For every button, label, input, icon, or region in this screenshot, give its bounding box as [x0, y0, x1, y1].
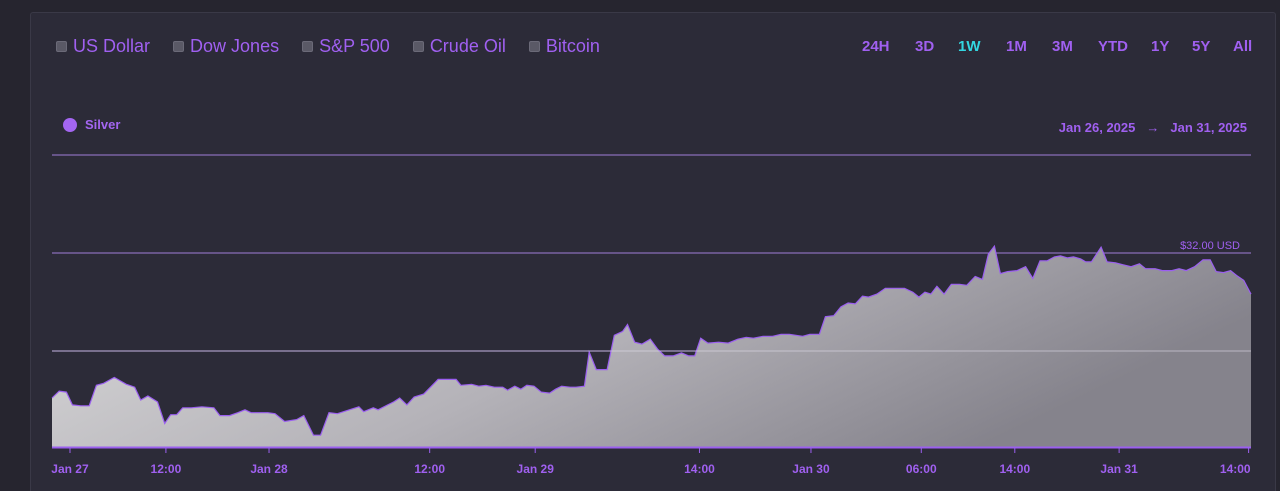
compare-label: US Dollar [73, 36, 151, 56]
checkbox-icon[interactable] [528, 40, 540, 52]
date-range-end: Jan 31, 2025 [1170, 120, 1247, 135]
silver-area [52, 246, 1251, 447]
legend-label-silver: Silver [85, 117, 121, 132]
legend-dot [63, 117, 77, 132]
silver-line [51, 244, 1252, 436]
compare-label: Crude Oil [429, 36, 506, 56]
compare-us-dollar[interactable]: US Dollar [56, 35, 150, 57]
compare-toggles: US Dollar Dow Jones S&P 500 Crude Oil Bitcoi… [56, 35, 600, 57]
date-range: Jan 26, 2025 → Jan 31, 2025 [1059, 120, 1247, 135]
compare-dow-jones[interactable]: Dow Jones [173, 35, 279, 57]
compare-crude-oil[interactable]: Crude Oil [412, 35, 506, 57]
x-tick-label: 14:00 [684, 462, 715, 476]
x-tick-label: 12:00 [414, 462, 445, 476]
range-5y[interactable]: 5Y [1192, 38, 1211, 55]
checkbox-icon[interactable] [56, 40, 67, 52]
checkbox-icon[interactable] [302, 40, 314, 52]
y-axis-label: $32.00 USD [1180, 240, 1240, 252]
date-range-start: Jan 26, 2025 [1058, 120, 1136, 135]
x-tick-label: Jan 30 [792, 462, 830, 476]
x-tick-label: 14:00 [1220, 462, 1251, 476]
arrow-right-icon: → [1146, 120, 1160, 135]
compare-bitcoin[interactable]: Bitcoin [528, 35, 600, 57]
range-1m[interactable]: 1M [1006, 38, 1027, 55]
checkbox-icon[interactable] [173, 40, 185, 52]
range-1y[interactable]: 1Y [1151, 38, 1170, 55]
compare-label: S&P 500 [319, 36, 390, 56]
x-tick-label: 06:00 [906, 462, 937, 476]
compare-s-p-500[interactable]: S&P 500 [302, 35, 390, 57]
range-1w[interactable]: 1W [958, 38, 981, 55]
range-ytd[interactable]: YTD [1098, 38, 1128, 55]
compare-label: Dow Jones [190, 36, 280, 56]
range-all[interactable]: All [1233, 38, 1253, 55]
x-tick-label: 14:00 [999, 462, 1030, 476]
checkbox-icon[interactable] [412, 40, 424, 52]
chart-legend: Silver [63, 117, 120, 132]
x-tick-label: Jan 28 [250, 462, 288, 476]
range-3d[interactable]: 3D [915, 38, 935, 55]
range-24h[interactable]: 24H [862, 38, 890, 55]
x-tick-label: Jan 31 [1100, 462, 1138, 476]
range-3m[interactable]: 3M [1052, 38, 1073, 55]
x-tick-label: 12:00 [151, 462, 182, 476]
compare-label: Bitcoin [545, 36, 600, 56]
x-tick-label: Jan 29 [517, 462, 555, 476]
x-tick-label: Jan 27 [51, 462, 89, 476]
